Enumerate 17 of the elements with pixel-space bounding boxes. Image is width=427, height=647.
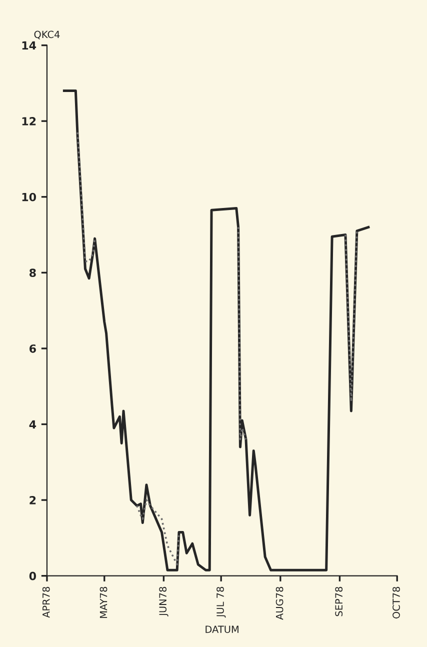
x-tick-label: OCT78 xyxy=(392,586,400,618)
y-tick-label: 14 xyxy=(22,41,36,50)
y-tick-label: 0 xyxy=(29,572,36,580)
x-tick-label: APR78 xyxy=(42,586,50,618)
y-tick-label: 12 xyxy=(22,117,36,126)
y-tick-label: 4 xyxy=(29,420,36,428)
y-tick-label: 6 xyxy=(30,344,36,353)
x-tick-label: MAY78 xyxy=(100,586,108,618)
y-tick-label: 8 xyxy=(30,268,36,278)
x-tick-label: JUL 78 xyxy=(216,586,226,618)
y-axis-title: QKC4 xyxy=(34,30,60,40)
x-tick-label: SEP78 xyxy=(335,586,343,616)
x-tick-label: AUG78 xyxy=(276,586,284,620)
y-tick-label: 10 xyxy=(22,192,36,202)
x-axis-title: DATUM xyxy=(206,626,238,633)
y-tick-label: 2 xyxy=(30,496,36,504)
x-tick-label: JUN78 xyxy=(159,586,168,616)
